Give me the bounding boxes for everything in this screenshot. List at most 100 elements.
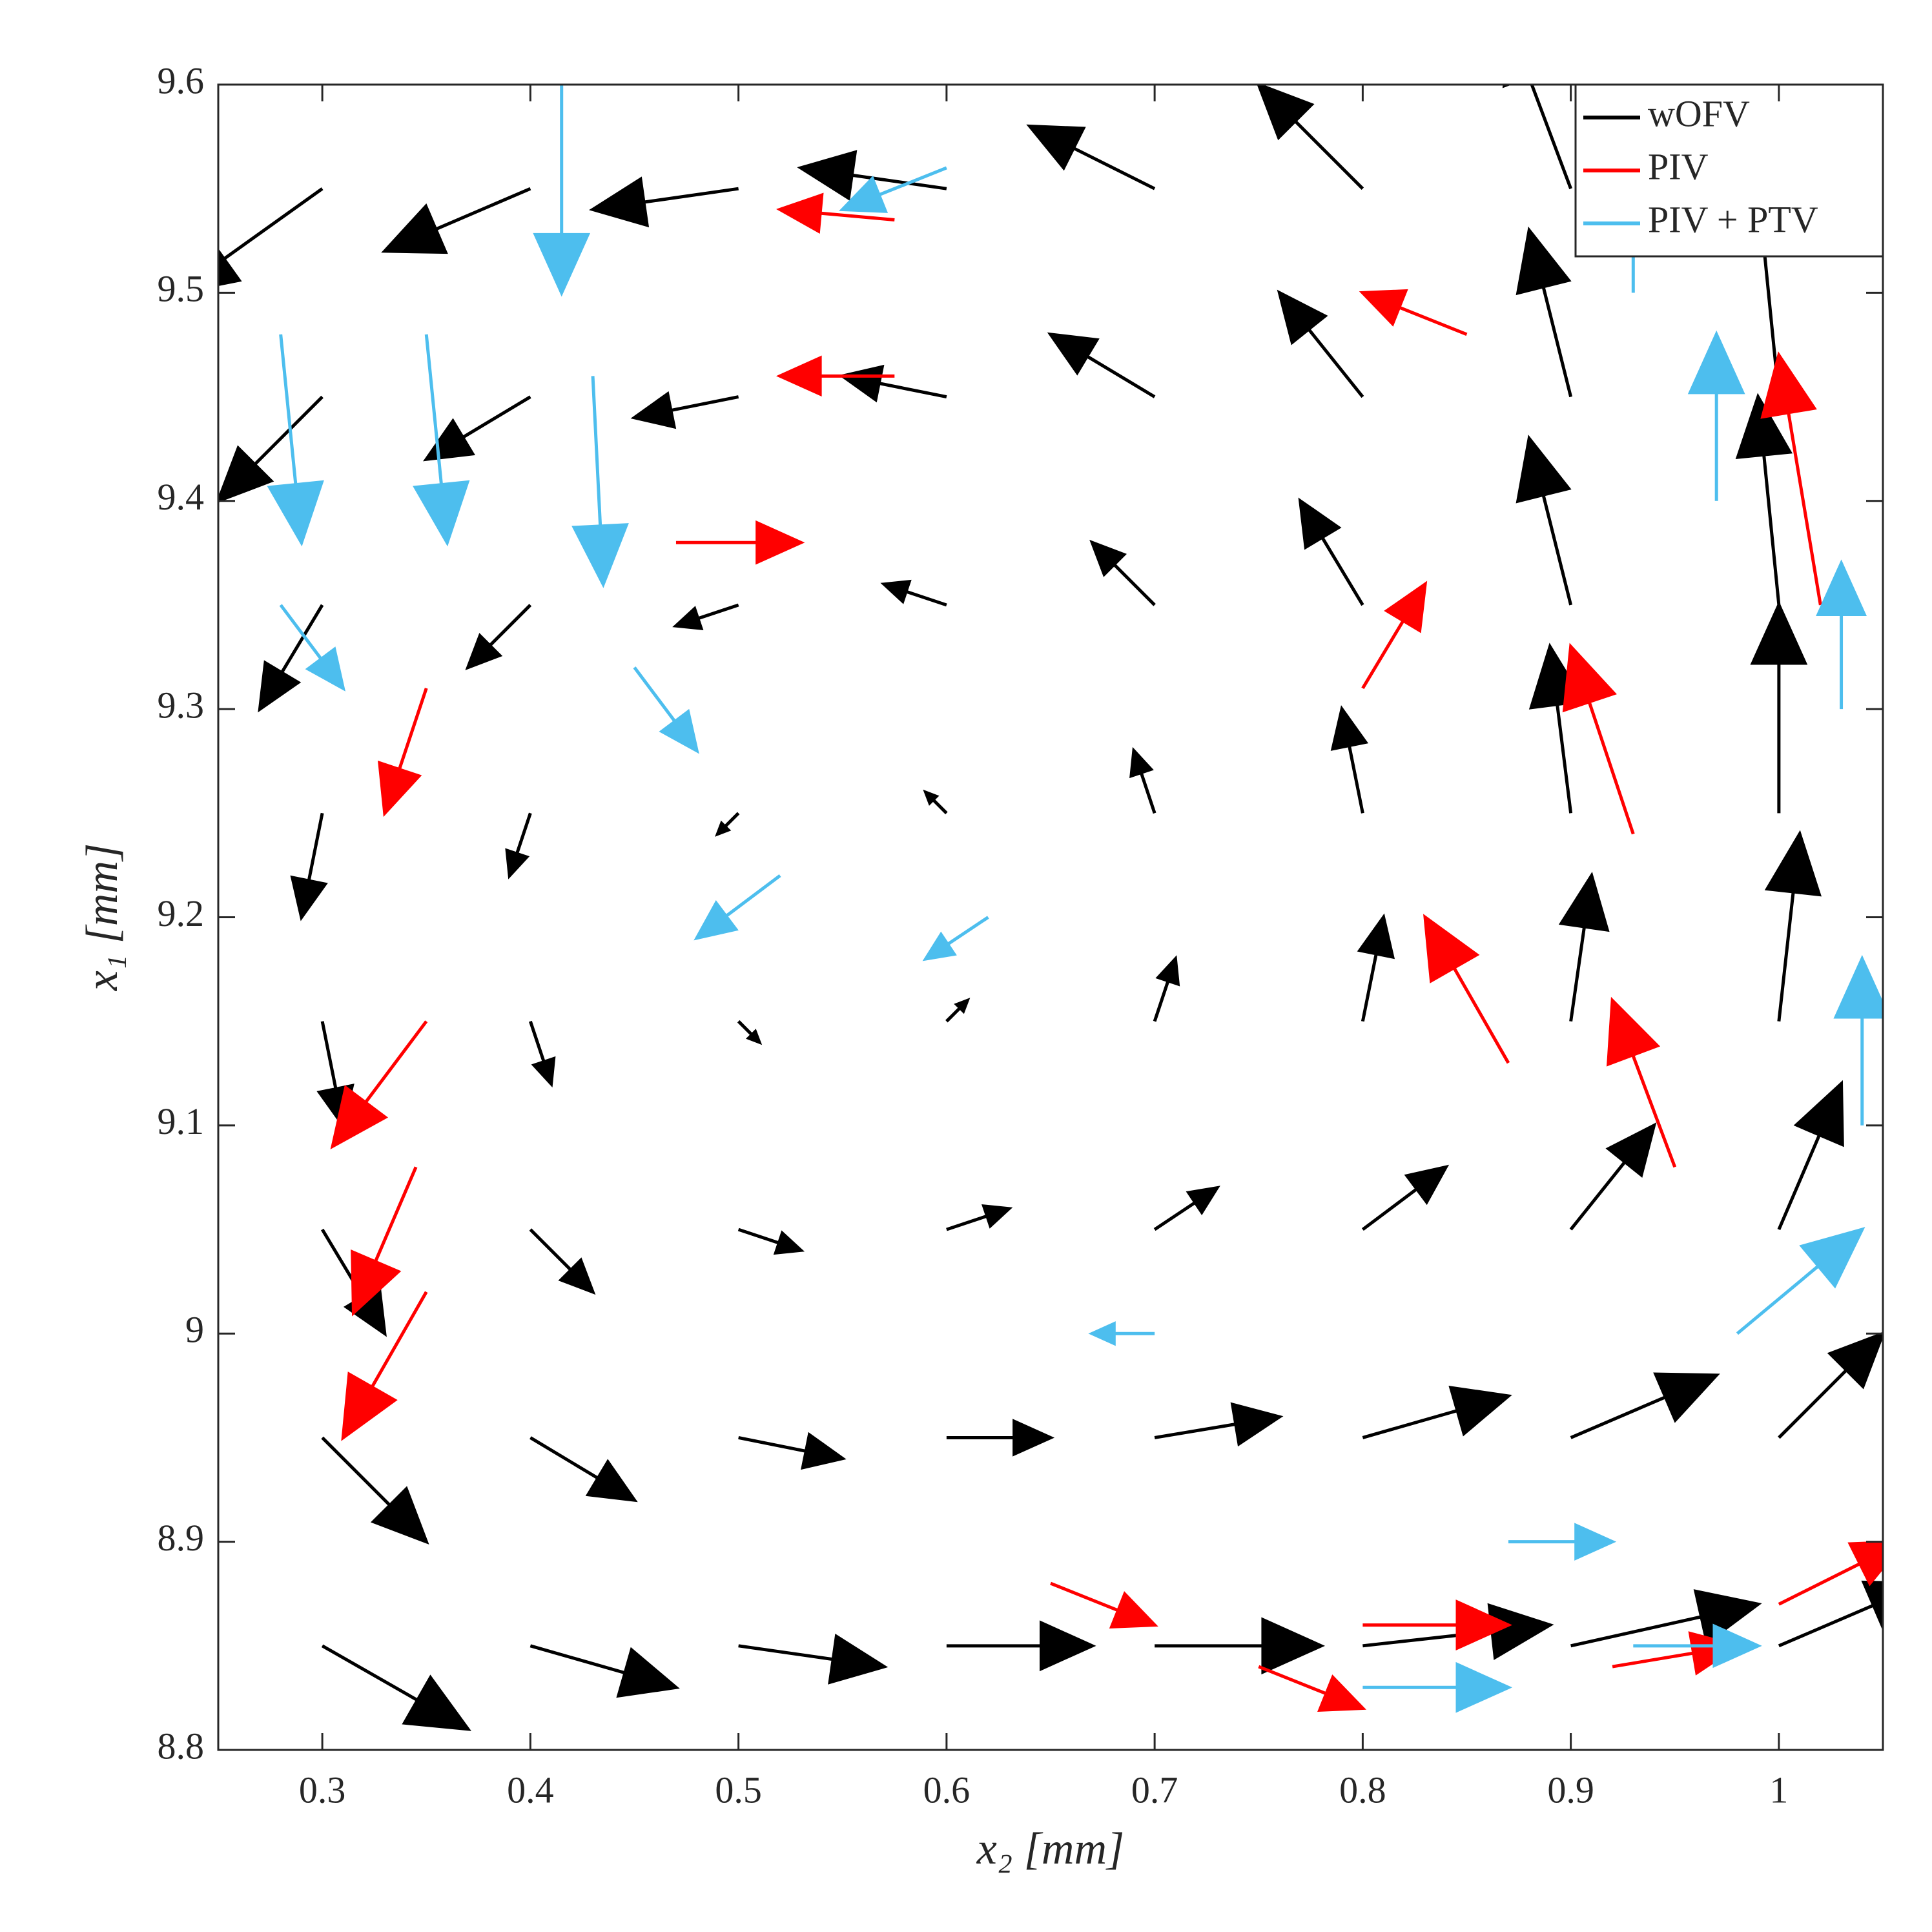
arrow [1088, 1321, 1155, 1346]
arrow [1357, 913, 1395, 1022]
arrow [1050, 1581, 1158, 1629]
arrow [1089, 539, 1156, 606]
arrow [946, 1204, 1013, 1231]
arrow [738, 1634, 889, 1685]
arrow [1154, 1402, 1284, 1447]
arrow [1330, 705, 1369, 814]
arrow [1516, 435, 1573, 606]
x-tick-label: 0.7 [1131, 1769, 1178, 1811]
arrow [1833, 954, 1883, 1125]
arrow [1687, 330, 1745, 501]
x-tick-label: 0.9 [1547, 1769, 1594, 1811]
arrow [218, 395, 324, 503]
y-tick-label: 9.1 [158, 1100, 205, 1142]
plot-area [218, 85, 1883, 1750]
arrow [1633, 1623, 1762, 1669]
arrow [776, 192, 895, 234]
y-tick-label: 8.8 [158, 1725, 205, 1767]
arrow [1606, 996, 1677, 1168]
arrow [1760, 351, 1822, 606]
arrow [1359, 289, 1468, 336]
arrow [946, 1620, 1096, 1672]
arrow [258, 604, 324, 713]
arrow [1258, 1665, 1367, 1712]
y-tick-label: 9.3 [158, 684, 205, 726]
arrow [1777, 1080, 1844, 1231]
arrow [797, 150, 947, 201]
arrow [1558, 871, 1610, 1022]
arrow [505, 812, 532, 879]
x-tick-label: 1 [1769, 1769, 1788, 1811]
arrow [1778, 1580, 1883, 1648]
arrow [1569, 1122, 1657, 1231]
arrow [413, 334, 470, 547]
arrow [1750, 601, 1808, 814]
arrow [694, 874, 781, 941]
arrow [423, 395, 531, 462]
arrow [381, 187, 531, 254]
arrow [1153, 1186, 1220, 1231]
y-tick-label: 9.4 [158, 476, 205, 518]
arrow [1153, 955, 1180, 1022]
arrow [1735, 393, 1793, 606]
y-tick-label: 9 [185, 1309, 204, 1351]
arrow [776, 355, 895, 397]
arrow [330, 1020, 428, 1149]
arrow [529, 1436, 638, 1503]
x-tick-label: 0.5 [715, 1769, 762, 1811]
arrow [1361, 581, 1428, 690]
arrow [529, 1228, 596, 1295]
arrow [465, 604, 532, 670]
arrow [839, 166, 947, 213]
arrow [321, 1436, 429, 1545]
arrow [922, 916, 989, 961]
arrow [1562, 642, 1635, 835]
arrow [1508, 1523, 1617, 1561]
arrow [672, 603, 739, 630]
arrow [1257, 85, 1364, 190]
x-tick-label: 0.8 [1339, 1769, 1386, 1811]
legend-label: wOFV [1648, 92, 1750, 134]
y-tick-label: 8.9 [158, 1517, 205, 1559]
arrow [267, 334, 324, 547]
y-axis-label: x₁ [mm] [77, 843, 127, 992]
arrow [1516, 226, 1573, 398]
arrow [529, 1020, 556, 1088]
arrows [218, 85, 1883, 1731]
arrow [737, 1020, 763, 1045]
arrow [351, 1166, 418, 1317]
y-tick-label: 9.2 [158, 892, 205, 934]
arrow [279, 604, 346, 692]
arrow [1026, 124, 1156, 190]
arrow [341, 1291, 428, 1441]
arrow [1298, 497, 1364, 606]
arrow [218, 187, 324, 287]
arrow [1362, 1385, 1512, 1439]
arrow [290, 812, 328, 921]
arrow [1155, 1617, 1326, 1675]
arrow [589, 176, 739, 228]
legend-label: PIV [1648, 145, 1709, 187]
arrow [1570, 1372, 1720, 1439]
arrow [1502, 85, 1572, 190]
arrow [738, 1432, 847, 1470]
x-tick-label: 0.4 [507, 1769, 554, 1811]
arrow [923, 789, 948, 815]
arrow [1778, 1331, 1883, 1439]
arrow [1047, 332, 1156, 398]
arrow [1570, 1589, 1762, 1648]
y-tick-label: 9.6 [158, 59, 205, 101]
arrow [1764, 830, 1822, 1022]
arrow [533, 85, 591, 297]
arrow [321, 1644, 471, 1731]
arrow [715, 812, 740, 837]
legend-label: PIV + PTV [1648, 198, 1818, 240]
legend: wOFV PIV PIV + PTV [1574, 83, 1884, 258]
arrow [1816, 559, 1867, 710]
x-tick-label: 0.6 [923, 1769, 971, 1811]
arrow [529, 1644, 680, 1698]
x-axis-label: x₂ [mm] [976, 1824, 1125, 1874]
arrow [946, 1419, 1055, 1457]
arrow [630, 391, 739, 429]
